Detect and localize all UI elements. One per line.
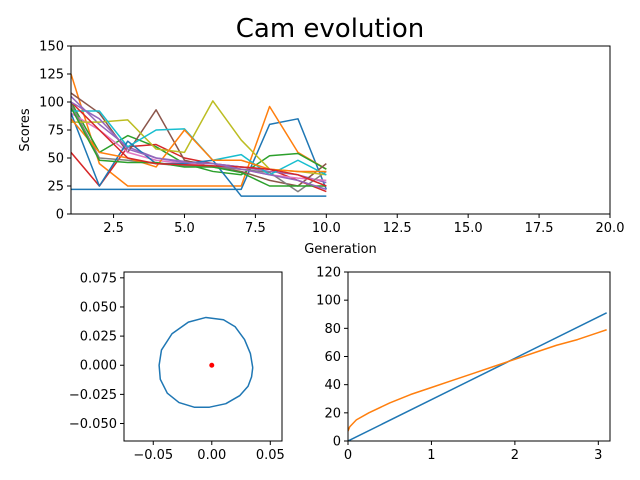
y-tick-label: 0	[56, 208, 64, 223]
y-tick-label: 60	[324, 350, 341, 365]
score-series-line-14	[71, 101, 327, 187]
x-axis-label: Generation	[304, 242, 377, 257]
y-tick-label: 100	[316, 294, 341, 309]
figure-title: Cam evolution	[236, 14, 424, 44]
y-tick-label: 150	[39, 40, 64, 55]
x-tick-label: 5.0	[174, 221, 195, 236]
scores-chart: 2.5 5.0 7.5 10.0 12.5 15.0 17.5 20.0 0 25 50 75 100 1…	[18, 40, 624, 258]
scores-plot-area	[71, 73, 328, 197]
score-series-line-2	[71, 73, 327, 187]
x-tick-label: −0.05	[133, 448, 173, 463]
y-tick-label: 20	[324, 406, 341, 421]
score-series-line-15	[71, 101, 327, 191]
x-tick-label: 1	[427, 448, 435, 463]
y-tick-label: 0.000	[80, 359, 117, 374]
curve-series-line-2	[348, 329, 607, 432]
curves-chart: 0 1 2 3 0 20 40 60 80 100 120	[316, 266, 611, 463]
y-axis-label: Scores	[18, 108, 33, 151]
x-tick-label: 7.5	[245, 221, 266, 236]
y-tick-label: 25	[47, 180, 64, 195]
x-tick-label: 12.5	[383, 221, 412, 236]
x-tick-label: 17.5	[525, 221, 554, 236]
x-tick-label: 0.05	[256, 448, 285, 463]
cam-profile-chart: −0.05 0.00 0.05 −0.050 −0.025 0.000 0.025 0.050…	[69, 271, 285, 463]
y-tick-label: 0.025	[80, 330, 117, 345]
y-tick-label: 0.075	[80, 271, 117, 286]
curves-frame	[347, 271, 611, 442]
score-series-line-12	[71, 118, 327, 173]
y-tick-label: 120	[316, 266, 341, 281]
scores-frame	[70, 45, 611, 215]
x-tick-label: 0	[344, 448, 352, 463]
x-tick-label: 0.00	[197, 448, 226, 463]
score-series-line-1	[71, 118, 328, 191]
cam-profile-plot-area	[158, 316, 254, 408]
cam-profile-frame	[123, 271, 283, 442]
y-tick-label: 0.050	[80, 300, 117, 315]
y-tick-label: 100	[39, 96, 64, 111]
cam-center-point	[209, 362, 215, 368]
y-tick-label: 125	[39, 68, 64, 83]
y-tick-label: 50	[47, 152, 64, 167]
x-tick-label: 15.0	[454, 221, 483, 236]
curves-plot-area	[348, 312, 607, 441]
x-tick-label: 3	[594, 448, 602, 463]
y-tick-label: 0	[333, 435, 341, 450]
x-tick-label: 2.5	[103, 221, 124, 236]
y-tick-label: 80	[324, 322, 341, 337]
score-series-line-11	[71, 112, 327, 197]
y-tick-label: −0.025	[69, 388, 117, 403]
y-tick-label: 75	[47, 124, 64, 139]
score-series-line-4	[71, 143, 327, 193]
x-tick-label: 2	[511, 448, 519, 463]
cam-profile-line	[158, 316, 254, 408]
y-tick-label: 40	[324, 378, 341, 393]
x-tick-label: 10.0	[312, 221, 341, 236]
score-series-line-13	[71, 107, 327, 187]
x-tick-label: 20.0	[596, 221, 625, 236]
curve-series-line-1	[348, 312, 607, 441]
y-tick-label: −0.050	[69, 417, 117, 432]
